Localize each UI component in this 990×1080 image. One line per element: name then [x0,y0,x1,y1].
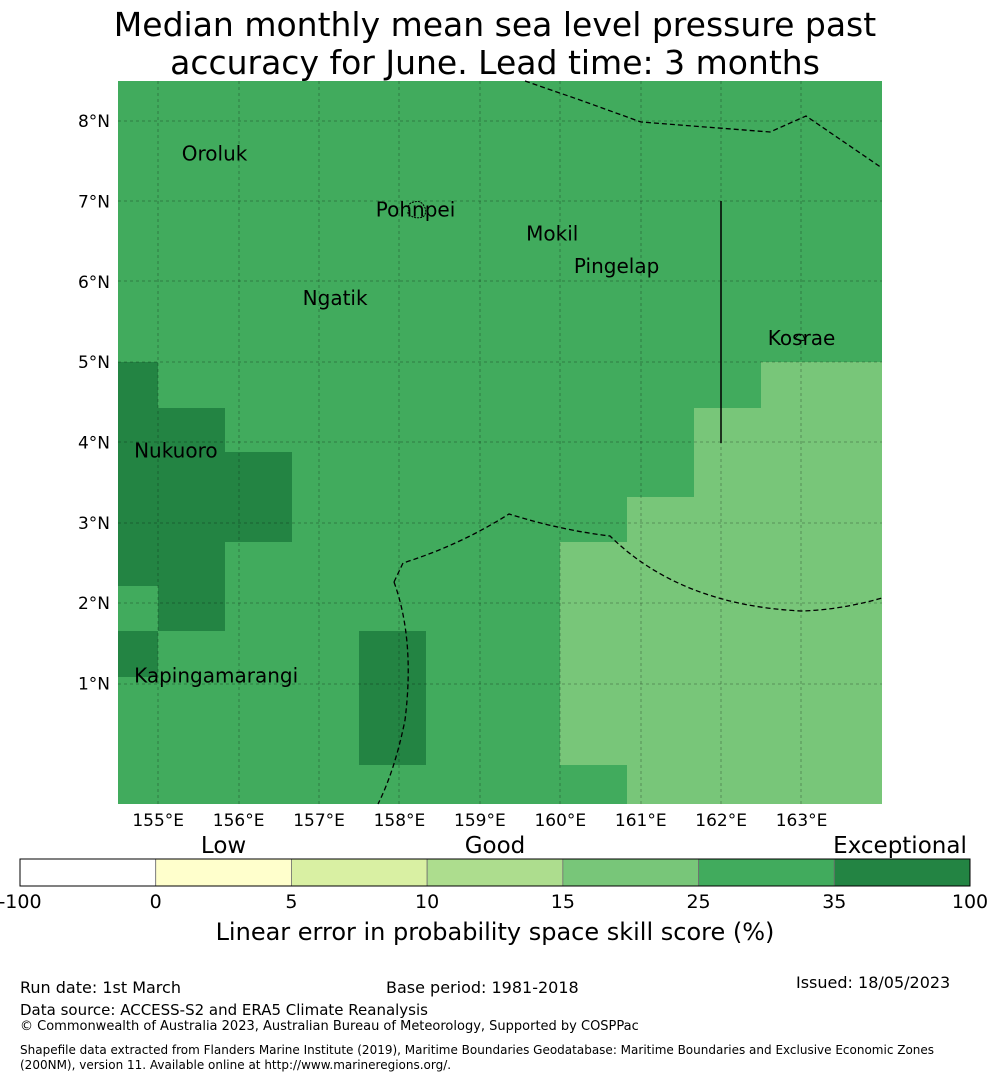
colorbar-swatch [698,858,835,887]
place-label: Kosrae [768,326,836,350]
place-label: Pingelap [574,254,659,278]
lon-tick-label: 162°E [695,811,747,831]
lon-tick-label: 156°E [213,811,265,831]
skill-grid [118,81,882,804]
colorbar-tick-label: -100 [0,891,42,913]
lon-tick-labels: 155°E 156°E 157°E 158°E 159°E 160°E 161°E 162°E… [132,811,827,831]
place-label: Oroluk [182,141,248,165]
colorbar-tick-label: 100 [952,891,988,913]
lon-tick-label: 160°E [534,811,586,831]
lon-tick-label: 163°E [776,811,828,831]
issued-date: Issued: 18/05/2023 [796,973,951,992]
eez-boundary-north [524,80,883,169]
copyright: © Commonwealth of Australia 2023, Austra… [20,1019,639,1034]
eez-boundary-south [377,581,409,805]
lon-tick-label: 157°E [293,811,345,831]
place-label: Mokil [526,222,578,246]
title-line-2: accuracy for June. Lead time: 3 months [170,43,820,82]
colorbar-tick-label: 15 [551,891,575,913]
colorbar-swatch [155,858,292,887]
place-labels: Oroluk Pohnpei Mokil Pingelap Ngatik Kosrae Nu… [134,141,835,687]
colorbar-category-label: Low [201,833,246,859]
graticule [118,81,882,804]
kosrae-outline [794,333,806,342]
colorbar-swatch [19,858,157,887]
data-source: Data source: ACCESS-S2 and ERA5 Climate … [20,1001,428,1019]
colorbar-tick-label: 0 [150,891,162,913]
place-label: Nukuoro [134,439,218,463]
colorbar-tick-label: 25 [686,891,710,913]
lat-tick-label: 7°N [78,193,110,213]
colorbar-tick-label: 10 [415,891,439,913]
map-title: Median monthly mean sea level pressure p… [0,6,990,82]
colorbar-category-label: Good [465,833,526,859]
pohnpei-outline [407,201,427,219]
colorbar: -100 0 5 10 15 25 35 100 Low Good Exceptional [0,833,988,913]
colorbar-swatch [562,858,699,887]
place-label: Ngatik [303,286,368,310]
place-label: Pohnpei [376,198,456,222]
lat-tick-label: 1°N [78,675,110,695]
colorbar-frame [19,858,971,887]
eez-boundary-central [393,513,883,612]
lat-tick-labels: 1°N 2°N 3°N 4°N 5°N 6°N 7°N 8°N [78,112,110,694]
exceptional-skill-region [118,362,426,765]
run-date: Run date: 1st March [20,978,181,997]
colorbar-title: Linear error in probability space skill … [215,918,775,946]
lon-tick-label: 159°E [454,811,506,831]
colorbar-swatch [426,858,564,887]
lon-tick-label: 158°E [374,811,426,831]
colorbar-tick-label: 5 [285,891,297,913]
lat-tick-label: 8°N [78,112,110,132]
base-period: Base period: 1981-2018 [386,978,579,997]
island-outlines [407,201,806,342]
eez-boundaries [377,80,883,805]
lat-tick-label: 3°N [78,514,110,534]
good-skill-region [560,362,882,804]
lat-tick-label: 6°N [78,273,110,293]
colorbar-swatch [833,858,971,887]
title-line-1: Median monthly mean sea level pressure p… [113,5,877,44]
place-label: Kapingamarangi [134,663,298,687]
lat-tick-label: 5°N [78,353,110,373]
colorbar-category-label: Exceptional [833,833,967,859]
colorbar-swatch [291,858,428,887]
lat-tick-label: 2°N [78,594,110,614]
colorbar-tick-label: 35 [822,891,846,913]
lon-tick-label: 161°E [615,811,667,831]
shapefile-credit: Shapefile data extracted from Flanders M… [20,1043,935,1072]
lon-tick-label: 155°E [132,811,184,831]
lat-tick-label: 4°N [78,434,110,454]
